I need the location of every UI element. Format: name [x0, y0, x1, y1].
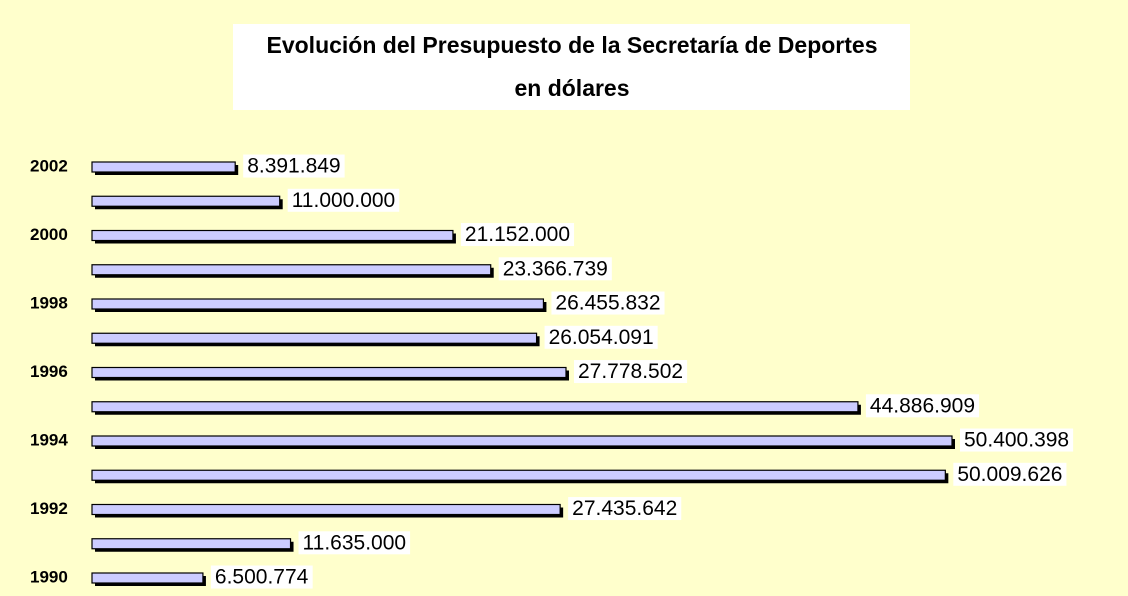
y-tick-label: 1996: [30, 362, 68, 381]
bar: [91, 469, 946, 481]
y-tick-label: 1994: [30, 430, 68, 449]
value-label: 6.500.774: [215, 566, 309, 589]
value-label: 26.054.091: [549, 326, 654, 349]
value-label: 50.400.398: [964, 429, 1069, 452]
value-label: 11.000.000: [292, 189, 396, 212]
chart-subtitle: en dólares: [514, 75, 629, 101]
bar: [91, 195, 281, 207]
bar: [91, 161, 236, 173]
value-label: 11.635.000: [303, 531, 407, 554]
value-label: 26.455.832: [555, 292, 660, 315]
value-label-bg: [551, 291, 665, 315]
value-label: 44.886.909: [870, 394, 975, 417]
bar: [91, 538, 292, 550]
bar: [91, 401, 859, 413]
value-label: 50.009.626: [957, 463, 1062, 486]
value-label-bg: [287, 188, 400, 212]
value-label-bg: [298, 531, 411, 555]
value-label: 23.366.739: [503, 257, 608, 280]
bar: [91, 264, 492, 276]
value-label-bg: [568, 497, 682, 521]
value-label-bg: [498, 257, 612, 281]
value-label: 27.778.502: [578, 360, 683, 383]
value-label-bg: [573, 360, 688, 384]
value-label-bg: [210, 565, 313, 589]
bar: [91, 298, 545, 310]
y-tick-label: 2002: [30, 156, 68, 175]
y-tick-label: 1990: [30, 567, 68, 586]
value-label: 21.152.000: [465, 223, 570, 246]
bar: [91, 332, 538, 344]
bar: [91, 572, 204, 584]
value-label-bg: [544, 325, 658, 349]
value-label-bg: [960, 428, 1074, 452]
y-tick-label: 2000: [30, 225, 68, 244]
bar: [91, 229, 454, 242]
value-label-bg: [460, 223, 575, 247]
value-label: 27.435.642: [572, 497, 677, 520]
y-tick-label: 1992: [30, 499, 68, 518]
value-label-bg: [243, 154, 345, 178]
value-label-bg: [953, 462, 1067, 486]
bar: [91, 366, 567, 379]
value-label-bg: [865, 394, 980, 418]
value-label: 8.391.849: [247, 155, 340, 178]
y-tick-label: 1998: [30, 293, 68, 312]
bar: [91, 503, 561, 516]
bar: [91, 435, 953, 447]
chart-title: Evolución del Presupuesto de la Secretar…: [267, 32, 878, 58]
title-box: [233, 24, 910, 110]
